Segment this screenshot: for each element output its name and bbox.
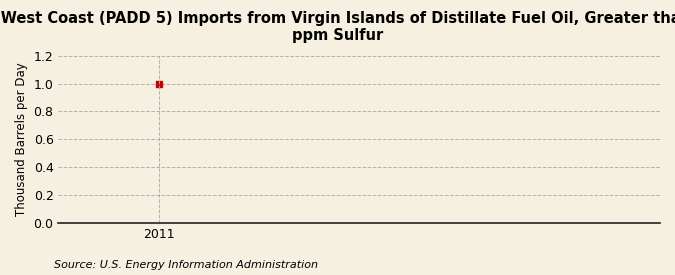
Y-axis label: Thousand Barrels per Day: Thousand Barrels per Day	[15, 62, 28, 216]
Text: Source: U.S. Energy Information Administration: Source: U.S. Energy Information Administ…	[54, 260, 318, 270]
Text: Annual West Coast (PADD 5) Imports from Virgin Islands of Distillate Fuel Oil, G: Annual West Coast (PADD 5) Imports from …	[0, 11, 675, 43]
